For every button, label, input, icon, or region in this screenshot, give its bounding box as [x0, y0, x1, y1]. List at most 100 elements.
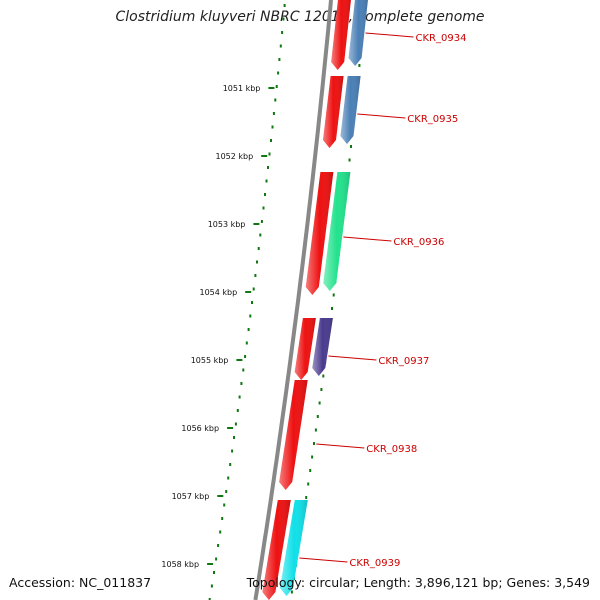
kbp-tick-label: 1051 kbp	[223, 84, 261, 93]
gc-dot	[213, 571, 215, 574]
gc-dot	[215, 557, 218, 561]
gc-dot	[305, 496, 308, 499]
kbp-tick-label: 1052 kbp	[215, 152, 253, 161]
gc-dot	[208, 598, 211, 600]
gene-arrow-shading	[280, 500, 308, 596]
gc-dot	[262, 206, 265, 210]
gene-arrow-shading	[323, 172, 351, 291]
gc-dot	[259, 233, 262, 237]
gene-arrow-shading	[312, 318, 333, 376]
gc-dot	[278, 58, 281, 61]
kbp-tick-label: 1054 kbp	[199, 288, 237, 297]
gc-dot	[274, 98, 277, 102]
kbp-tick	[261, 155, 268, 157]
kbp-tick	[236, 359, 243, 361]
gc-dot	[236, 409, 239, 412]
gc-dot	[279, 44, 282, 48]
gc-dot	[221, 517, 224, 520]
gc-dot	[311, 455, 314, 459]
gc-dot	[271, 125, 274, 129]
gene-label-ckr_0939: CKR_0939	[349, 558, 400, 569]
gc-dot	[252, 287, 255, 291]
gene-callout-line	[357, 113, 406, 119]
kbp-tick-label: 1056 kbp	[181, 424, 219, 433]
genome-backbone	[253, 0, 333, 600]
kbp-tick	[268, 87, 275, 89]
gc-dot	[331, 307, 333, 310]
cds-arrow-shading	[262, 500, 291, 600]
gc-dot	[229, 463, 232, 466]
gc-dot	[210, 584, 213, 588]
kbp-tick-label: 1057 kbp	[172, 492, 210, 501]
gene-label-ckr_0934: CKR_0934	[416, 33, 467, 44]
gc-dot	[332, 293, 335, 297]
kbp-tick-label: 1055 kbp	[191, 356, 229, 365]
gc-dot	[225, 490, 228, 493]
gc-dot	[260, 220, 263, 223]
gene-callout-line	[316, 443, 365, 449]
kbp-tick-label: 1053 kbp	[208, 220, 246, 229]
cds-arrow-shading	[294, 318, 316, 380]
gc-dot	[313, 442, 315, 445]
kbp-tick	[207, 563, 214, 565]
gc-dot	[242, 368, 245, 372]
kbp-tick	[253, 223, 260, 225]
gc-dot	[245, 341, 248, 345]
gene-arrow-shading	[348, 0, 368, 66]
gene-track: CKR_0934 CKR_0935 CKR_0936 CKR_0937 CKR_0938…	[262, 0, 466, 600]
kbp-tick-label: 1058 kbp	[161, 560, 199, 569]
gc-dot	[256, 260, 258, 264]
gc-dot	[249, 314, 252, 318]
gc-dot	[314, 428, 317, 432]
gene-label-ckr_0936: CKR_0936	[393, 237, 444, 248]
gc-dot	[217, 544, 220, 547]
gc-dot	[348, 158, 351, 162]
map-title: Clostridium kluyveri NBRC 12016, complet…	[115, 9, 485, 25]
gc-dot	[240, 382, 243, 385]
gc-dot	[290, 590, 293, 594]
gene-arrow-shading	[340, 76, 361, 144]
gene-arrow-shading	[279, 380, 308, 490]
kbp-tick	[227, 427, 234, 429]
kbp-scale: 1051 kbp 1052 kbp 1053 kbp 1054 kbp 1055 kbp…	[161, 84, 275, 569]
gene-callout-line	[365, 32, 414, 38]
gc-dot	[350, 145, 352, 148]
kbp-tick	[217, 495, 224, 497]
gc-dot	[320, 388, 323, 391]
gc-dot	[358, 64, 361, 67]
gc-dot	[227, 476, 230, 480]
gene-callout-line	[328, 355, 377, 361]
gc-dot	[268, 152, 271, 156]
gc-dot	[275, 85, 278, 88]
gc-dot	[257, 247, 260, 250]
gc-dot	[251, 301, 253, 304]
gc-dot	[238, 395, 241, 399]
gc-dot	[267, 166, 269, 169]
gc-dot	[309, 469, 312, 472]
gc-dot	[307, 482, 310, 486]
gene-label-ckr_0938: CKR_0938	[366, 444, 417, 455]
cds-arrow-shading	[331, 0, 351, 70]
accession-label: Accession: NC_011837	[9, 575, 152, 590]
gc-dot	[231, 449, 234, 453]
genome-summary: Topology: circular; Length: 3,896,121 bp…	[246, 575, 590, 590]
gc-dot	[254, 274, 257, 277]
gene-label-ckr_0935: CKR_0935	[407, 114, 458, 125]
cds-arrow-shading	[323, 76, 344, 148]
gc-dot	[234, 422, 237, 426]
gc-dot	[233, 436, 235, 439]
gene-callout-line	[299, 557, 348, 563]
cds-arrow-shading	[305, 172, 334, 295]
gc-dot	[281, 31, 284, 34]
gc-dot	[265, 179, 268, 183]
gc-dot	[270, 139, 272, 142]
gc-dot	[322, 374, 325, 378]
gc-dot	[219, 530, 222, 534]
gc-dot	[318, 401, 321, 405]
gc-dot	[223, 503, 226, 507]
gc-dot	[244, 355, 247, 358]
gene-callout-line	[343, 236, 392, 242]
gc-dot	[283, 4, 286, 7]
gc-dot	[272, 112, 275, 115]
